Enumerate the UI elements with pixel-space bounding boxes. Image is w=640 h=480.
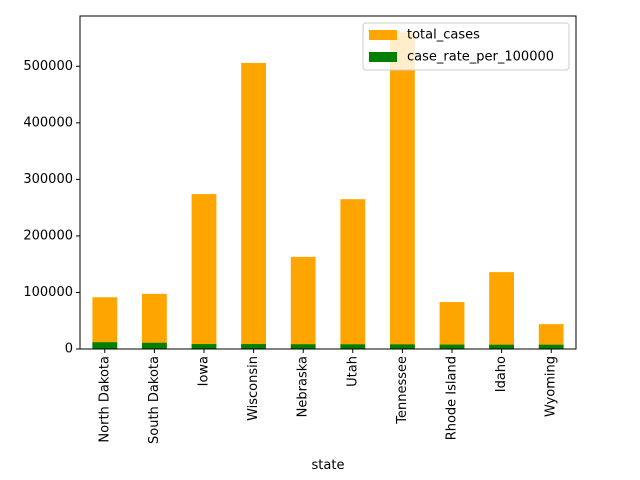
legend: total_cases case_rate_per_100000 bbox=[362, 22, 570, 71]
x-tick-label: Idaho bbox=[494, 356, 509, 392]
y-tick-label: 0 bbox=[65, 342, 73, 357]
bar-case_rate_per_100000-utah bbox=[340, 344, 366, 349]
bar-total_cases-wisconsin bbox=[241, 62, 266, 350]
x-tick-label: South Dakota bbox=[147, 356, 162, 444]
x-tick-label: Utah bbox=[345, 356, 360, 387]
bar-total_cases-tennessee bbox=[390, 32, 415, 350]
bar-total_cases-iowa bbox=[191, 194, 217, 349]
bar-case_rate_per_100000-nebraska bbox=[290, 344, 316, 349]
bar-case_rate_per_100000-south-dakota bbox=[142, 342, 167, 349]
x-tick-label: Wisconsin bbox=[246, 356, 261, 421]
x-tick-label: Nebraska bbox=[296, 356, 311, 417]
x-axis-title: state bbox=[312, 458, 345, 473]
bar-case_rate_per_100000-idaho bbox=[489, 344, 514, 349]
bar-case_rate_per_100000-north-dakota bbox=[92, 342, 118, 349]
bar-total_cases-south-dakota bbox=[142, 293, 167, 349]
legend-swatch-case_rate_per_100000 bbox=[369, 52, 397, 62]
bar-total_cases-rhode-island bbox=[439, 302, 465, 349]
x-tick-label: North Dakota bbox=[97, 356, 112, 443]
bar-total_cases-utah bbox=[340, 199, 366, 349]
x-tick-label: Rhode Island bbox=[445, 356, 460, 440]
bar-case_rate_per_100000-tennessee bbox=[390, 344, 415, 349]
y-tick-label: 100000 bbox=[23, 285, 73, 300]
bar-total_cases-nebraska bbox=[290, 256, 316, 349]
bar-case_rate_per_100000-rhode-island bbox=[439, 344, 465, 349]
legend-label-total_cases: total_cases bbox=[407, 28, 480, 43]
legend-swatch-total_cases bbox=[369, 30, 397, 40]
y-axis: 0 100000 200000 300000 400000 500000 bbox=[23, 59, 80, 357]
plot-frame bbox=[79, 15, 577, 350]
bars-group bbox=[92, 32, 564, 350]
x-axis: North Dakota South Dakota Iowa Wisconsin Neb… bbox=[97, 349, 559, 444]
x-tick-label: Wyoming bbox=[544, 356, 559, 417]
bar-case_rate_per_100000-wyoming bbox=[538, 344, 564, 349]
bar-case_rate_per_100000-iowa bbox=[191, 344, 217, 349]
bar-total_cases-north-dakota bbox=[92, 297, 118, 349]
bar-total_cases-idaho bbox=[489, 272, 514, 349]
legend-label-case_rate_per_100000: case_rate_per_100000 bbox=[407, 50, 554, 65]
x-tick-label: Iowa bbox=[197, 356, 212, 386]
y-tick-label: 400000 bbox=[23, 115, 73, 130]
y-tick-label: 200000 bbox=[23, 228, 73, 243]
legend-box bbox=[362, 22, 570, 71]
bar-case_rate_per_100000-wisconsin bbox=[241, 344, 266, 349]
y-tick-label: 300000 bbox=[23, 172, 73, 187]
x-tick-label: Tennessee bbox=[395, 356, 410, 425]
y-tick-label: 500000 bbox=[23, 59, 73, 74]
